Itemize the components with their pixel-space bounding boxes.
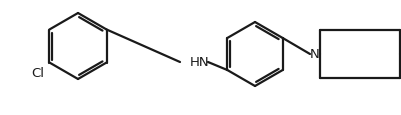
Text: N: N: [309, 48, 319, 61]
Text: Cl: Cl: [31, 66, 44, 79]
Text: HN: HN: [190, 56, 209, 69]
